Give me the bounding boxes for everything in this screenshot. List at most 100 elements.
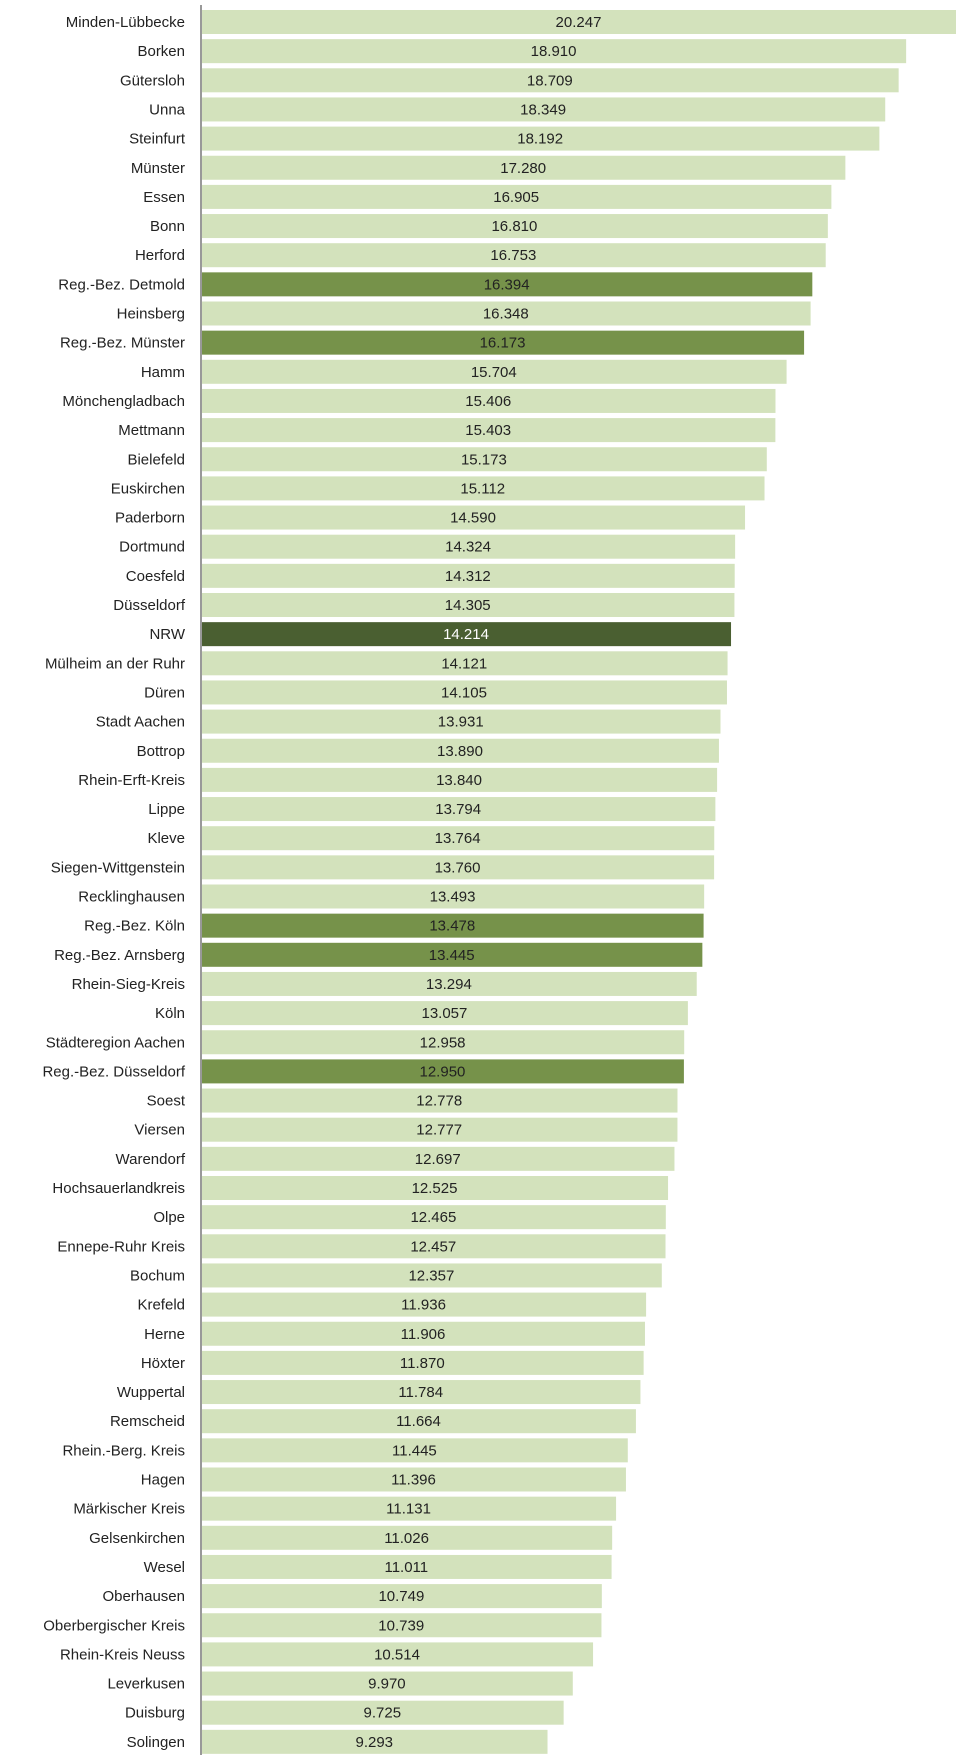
value-label-ennepe-ruhr-kreis: 12.457 — [410, 1238, 456, 1255]
category-label-warendorf: Warendorf — [116, 1151, 186, 1168]
value-label-koeln: 13.057 — [421, 1005, 467, 1022]
bar-guetersloh — [201, 68, 899, 93]
category-label-rhein-kreis-neuss: Rhein-Kreis Neuss — [60, 1646, 185, 1663]
bar-rhein-erft-kreis — [201, 767, 718, 792]
bar-krefeld — [201, 1292, 647, 1317]
category-label-borken: Borken — [137, 43, 185, 60]
category-label-bielefeld: Bielefeld — [127, 451, 185, 468]
bar-bottrop — [201, 738, 719, 763]
bar-lippe — [201, 797, 716, 822]
bars-group — [201, 10, 956, 1754]
bar-muelheim-an-der-ruhr — [201, 651, 728, 676]
category-label-herne: Herne — [144, 1326, 185, 1343]
bar-viersen — [201, 1117, 678, 1142]
bar-duesseldorf — [201, 593, 735, 617]
bar-hagen — [201, 1467, 626, 1492]
category-label-olpe: Olpe — [153, 1209, 185, 1226]
bar-bochum — [201, 1263, 662, 1288]
value-labels-group: 20.247 18.910 18.709 18.349 18.192 17.280 16.9… — [355, 14, 601, 1751]
value-label-wesel: 11.011 — [384, 1559, 428, 1576]
category-label-oberhausen: Oberhausen — [102, 1588, 185, 1605]
bar-hochsauerlandkreis — [201, 1176, 669, 1200]
value-label-muenster: 17.280 — [500, 160, 546, 177]
value-label-bielefeld: 15.173 — [461, 451, 507, 468]
value-label-recklinghausen: 13.493 — [430, 889, 476, 906]
category-label-heinsberg: Heinsberg — [117, 306, 185, 323]
bar-nrw — [201, 622, 732, 647]
bar-gelsenkirchen — [201, 1525, 613, 1550]
category-label-hagen: Hagen — [141, 1472, 185, 1489]
value-label-remscheid: 11.664 — [396, 1413, 441, 1430]
category-label-wesel: Wesel — [144, 1559, 185, 1576]
bar-solingen — [201, 1729, 548, 1754]
bar-leverkusen — [201, 1671, 573, 1696]
category-label-dueren: Düren — [144, 684, 185, 701]
value-label-hochsauerlandkreis: 12.525 — [412, 1180, 458, 1197]
value-label-reg-bez-muenster: 16.173 — [480, 335, 526, 352]
bar-minden-luebbecke — [201, 10, 956, 34]
bar-recklinghausen — [201, 884, 705, 909]
category-label-recklinghausen: Recklinghausen — [78, 889, 185, 906]
value-label-heinsberg: 16.348 — [483, 306, 529, 323]
category-label-ennepe-ruhr-kreis: Ennepe-Ruhr Kreis — [57, 1238, 185, 1255]
bar-stadt-aachen — [201, 709, 721, 734]
value-label-euskirchen: 15.112 — [460, 480, 505, 497]
category-label-oberbergischer-kreis: Oberbergischer Kreis — [43, 1617, 185, 1634]
category-label-viersen: Viersen — [134, 1122, 185, 1139]
category-label-muenster: Münster — [131, 160, 185, 177]
category-label-moenchengladbach: Mönchengladbach — [62, 393, 185, 410]
category-label-mettmann: Mettmann — [118, 422, 185, 439]
bar-reg-bez-duesseldorf — [201, 1059, 684, 1084]
category-label-bottrop: Bottrop — [137, 743, 185, 760]
category-label-rhein-sieg-kreis: Rhein-Sieg-Kreis — [72, 976, 185, 993]
category-label-bochum: Bochum — [130, 1267, 185, 1284]
value-label-viersen: 12.777 — [416, 1122, 462, 1139]
bar-unna — [201, 97, 886, 122]
category-label-reg-bez-koeln: Reg.-Bez. Köln — [84, 918, 185, 935]
category-label-essen: Essen — [143, 189, 185, 206]
bar-reg-bez-koeln — [201, 913, 704, 938]
category-label-gelsenkirchen: Gelsenkirchen — [89, 1530, 185, 1547]
bar-herne — [201, 1321, 645, 1346]
bar-bonn — [201, 214, 828, 239]
category-label-solingen: Solingen — [127, 1734, 185, 1751]
bar-euskirchen — [201, 476, 765, 501]
value-label-stadt-aachen: 13.931 — [438, 714, 484, 731]
bar-rhein-berg-kreis — [201, 1438, 628, 1463]
bar-olpe — [201, 1205, 666, 1230]
value-label-bochum: 12.357 — [408, 1267, 454, 1284]
value-label-moenchengladbach: 15.406 — [465, 393, 511, 410]
category-label-herford: Herford — [135, 247, 185, 264]
value-label-rhein-berg-kreis: 11.445 — [392, 1442, 437, 1459]
bar-koeln — [201, 1001, 688, 1026]
category-label-steinfurt: Steinfurt — [129, 131, 186, 148]
bar-oberbergischer-kreis — [201, 1613, 602, 1638]
value-label-krefeld: 11.936 — [401, 1297, 446, 1314]
value-label-duisburg: 9.725 — [364, 1705, 402, 1722]
value-label-bonn: 16.810 — [491, 218, 537, 235]
bar-wuppertal — [201, 1380, 641, 1405]
value-label-duesseldorf: 14.305 — [445, 597, 491, 614]
bar-dortmund — [201, 534, 736, 559]
value-label-siegen-wittgenstein: 13.760 — [435, 859, 481, 876]
value-label-rhein-erft-kreis: 13.840 — [436, 772, 482, 789]
value-label-minden-luebbecke: 20.247 — [556, 14, 602, 31]
category-label-leverkusen: Leverkusen — [107, 1676, 185, 1693]
bar-coesfeld — [201, 563, 735, 588]
value-label-herford: 16.753 — [490, 247, 536, 264]
category-label-guetersloh: Gütersloh — [120, 72, 185, 89]
value-label-hagen: 11.396 — [391, 1472, 436, 1489]
bar-essen — [201, 184, 832, 209]
value-label-muelheim-an-der-ruhr: 14.121 — [441, 655, 487, 672]
value-label-rhein-sieg-kreis: 13.294 — [426, 976, 472, 993]
category-label-maerkischer-kreis: Märkischer Kreis — [73, 1501, 185, 1518]
category-label-reg-bez-arnsberg: Reg.-Bez. Arnsberg — [54, 947, 185, 964]
category-label-bonn: Bonn — [150, 218, 185, 235]
category-label-krefeld: Krefeld — [137, 1297, 185, 1314]
bar-reg-bez-detmold — [201, 272, 813, 297]
category-label-duisburg: Duisburg — [125, 1705, 185, 1722]
category-label-euskirchen: Euskirchen — [111, 480, 185, 497]
bar-soest — [201, 1088, 678, 1113]
value-label-dueren: 14.105 — [441, 684, 487, 701]
